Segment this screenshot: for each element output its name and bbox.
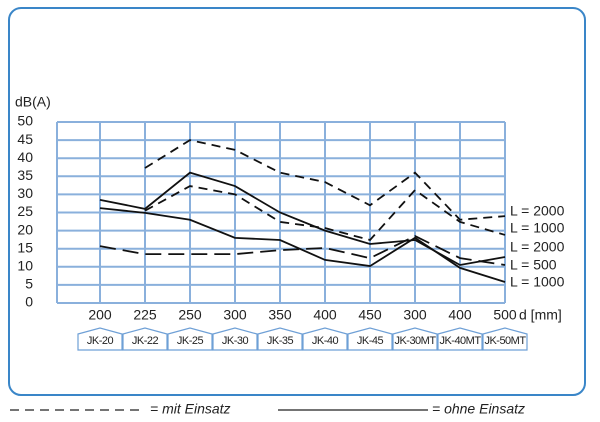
x-tick-label: 500 [493, 307, 517, 323]
x-tick-label: 200 [88, 307, 112, 323]
series-label: L = 2000 [510, 203, 565, 219]
series-label: L = 1000 [510, 274, 565, 290]
x-tick-label: 225 [133, 307, 157, 323]
product-label: JK-30 [222, 335, 249, 347]
legend-label: = mit Einsatz [150, 401, 231, 417]
series-label: L = 500 [510, 257, 557, 273]
y-tick-label: 30 [17, 185, 33, 201]
y-tick-label: 45 [17, 131, 33, 147]
x-tick-label: 300 [403, 307, 427, 323]
product-box [122, 327, 168, 351]
product-box [437, 327, 483, 351]
series-label: L = 1000 [510, 220, 565, 236]
y-tick-label: 20 [17, 221, 33, 237]
series-label: L = 2000 [510, 239, 565, 255]
product-box [302, 327, 348, 351]
series-line [99, 207, 506, 283]
product-box [482, 327, 528, 351]
x-tick-label: 300 [223, 307, 247, 323]
y-tick-label: 25 [17, 203, 33, 219]
x-tick-label: 350 [268, 307, 292, 323]
x-tick-label: 450 [358, 307, 382, 323]
product-label: JK-40MT [439, 335, 481, 347]
product-label: JK-25 [177, 335, 204, 347]
legend-label: = ohne Einsatz [432, 401, 525, 417]
x-axis-label: d [mm] [519, 307, 562, 323]
y-axis-label: dB(A) [15, 94, 51, 110]
product-box [167, 327, 213, 351]
series-line [144, 139, 506, 221]
product-box [77, 327, 123, 351]
product-box [257, 327, 303, 351]
frame [8, 7, 586, 396]
x-tick-label: 400 [448, 307, 472, 323]
y-tick-label: 5 [25, 276, 33, 292]
series-line [144, 185, 506, 242]
y-tick-label: 10 [17, 258, 33, 274]
product-label: JK-50MT [484, 335, 526, 347]
y-tick-label: 0 [25, 294, 33, 310]
x-tick-label: 250 [178, 307, 202, 323]
y-tick-label: 35 [17, 167, 33, 183]
product-box [347, 327, 393, 351]
product-box [212, 327, 258, 351]
y-tick-label: 40 [17, 149, 33, 165]
x-tick-label: 400 [313, 307, 337, 323]
product-label: JK-35 [267, 335, 294, 347]
product-label: JK-30MT [394, 335, 436, 347]
product-label: JK-40 [312, 335, 339, 347]
product-label: JK-22 [132, 335, 159, 347]
y-tick-label: 50 [17, 113, 33, 129]
series-line [99, 235, 506, 266]
product-label: JK-45 [357, 335, 384, 347]
product-label: JK-20 [87, 335, 114, 347]
y-tick-label: 15 [17, 239, 33, 255]
product-box [392, 327, 438, 351]
